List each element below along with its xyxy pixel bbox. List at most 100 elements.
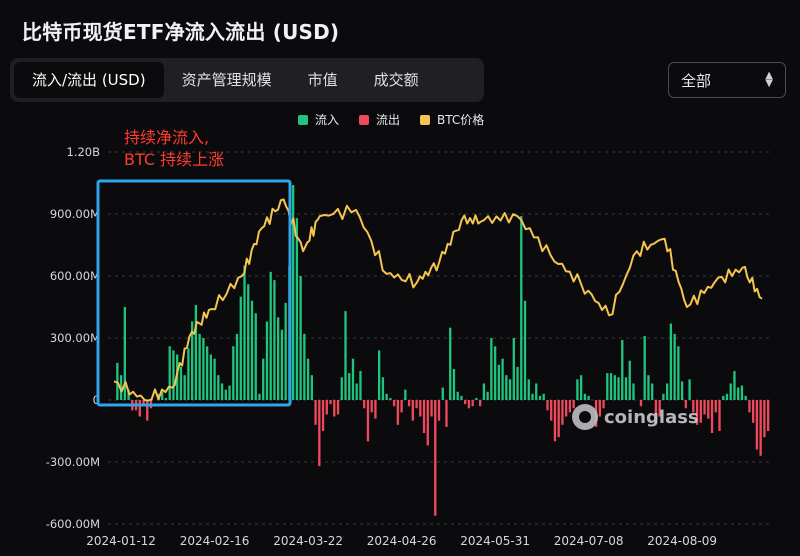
legend-inflow[interactable]: 流入 xyxy=(298,111,339,128)
inflow-bar xyxy=(205,346,209,400)
inflow-bar xyxy=(187,348,190,400)
outflow-bar xyxy=(699,400,702,423)
inflow-bar xyxy=(273,280,276,400)
inflow-bar xyxy=(306,358,310,400)
inflow-bar xyxy=(355,383,358,400)
legend-outflow[interactable]: 流出 xyxy=(359,111,400,128)
outflow-bar xyxy=(684,400,688,409)
legend-inflow-label: 流入 xyxy=(315,113,340,127)
outflow-bar xyxy=(598,400,601,417)
inflow-bar xyxy=(310,375,313,400)
inflow-swatch xyxy=(298,114,308,125)
outflow-swatch xyxy=(359,114,370,125)
x-tick-label: 2024-07-08 xyxy=(554,534,624,548)
inflow-bar xyxy=(744,395,747,400)
metric-tab-bar: 流入/流出 (USD) 资产管理规模 市值 成交额 xyxy=(10,58,484,102)
inflow-bar xyxy=(501,358,504,400)
inflow-bar xyxy=(677,346,680,400)
inflow-bar xyxy=(460,395,463,400)
inflow-bar xyxy=(493,346,497,400)
inflow-bar xyxy=(116,362,119,400)
y-tick-label: 1.20B xyxy=(67,145,101,159)
outflow-bar xyxy=(445,400,448,427)
annotation-line-1: 持续净流入, xyxy=(124,128,210,147)
outflow-bar xyxy=(692,400,695,413)
fund-filter-select[interactable]: 全部 ▲ ▼ xyxy=(668,62,786,98)
inflow-bar xyxy=(587,395,590,400)
inflow-bar xyxy=(217,375,220,400)
tab-inflow-outflow[interactable]: 流入/流出 (USD) xyxy=(14,62,164,98)
x-tick-label: 2024-01-12 xyxy=(86,534,156,548)
inflow-bar xyxy=(441,387,444,400)
outflow-bar xyxy=(707,400,710,419)
outflow-bar xyxy=(471,400,474,407)
inflow-bar xyxy=(299,276,302,400)
outflow-bar xyxy=(392,400,396,407)
inflow-bar xyxy=(665,383,669,400)
inflow-bar xyxy=(284,302,287,400)
inflow-bar xyxy=(621,340,624,400)
x-tick-label: 2024-02-16 xyxy=(180,534,250,548)
outflow-bar xyxy=(553,400,557,442)
inflow-bar xyxy=(527,379,530,400)
tab-aum[interactable]: 资产管理规模 xyxy=(181,71,272,89)
inflow-bar xyxy=(606,373,609,400)
inflow-bar xyxy=(254,313,257,400)
inflow-bar xyxy=(194,304,198,400)
inflow-bar xyxy=(740,385,744,400)
inflow-bar xyxy=(247,284,250,400)
x-tick-label: 2024-05-31 xyxy=(460,534,530,548)
inflow-bar xyxy=(291,185,295,400)
chart-legend: 流入 流出 BTC价格 xyxy=(298,111,484,128)
outflow-bar xyxy=(374,400,377,419)
inflow-bar xyxy=(190,321,194,400)
inflow-bar xyxy=(486,391,489,400)
outflow-bar xyxy=(329,400,332,405)
inflow-bar xyxy=(729,383,732,400)
fund-filter-value: 全部 xyxy=(681,71,712,90)
inflow-bar xyxy=(576,379,579,400)
outflow-bar xyxy=(407,400,411,407)
outflow-bar xyxy=(695,400,699,425)
inflow-bar xyxy=(632,383,635,400)
y-tick-label: -300.00M xyxy=(46,455,100,469)
inflow-bar xyxy=(168,346,171,400)
outflow-bar xyxy=(336,400,340,415)
outflow-bar xyxy=(415,400,418,409)
inflow-bar xyxy=(508,379,512,400)
inflow-bar xyxy=(538,395,542,400)
outflow-bar xyxy=(752,400,755,423)
outflow-bar xyxy=(426,400,429,446)
inflow-bar xyxy=(449,327,452,400)
legend-btc-price[interactable]: BTC价格 xyxy=(420,111,484,128)
tab-market-cap[interactable]: 市值 xyxy=(307,71,338,89)
inflow-bar xyxy=(617,377,620,400)
outflow-bar xyxy=(710,400,714,434)
inflow-bar xyxy=(385,393,388,400)
inflow-bar xyxy=(628,360,631,400)
outflow-bar xyxy=(561,400,564,425)
inflow-bar xyxy=(520,216,523,400)
outflow-bar xyxy=(546,400,549,411)
inflow-bar xyxy=(516,366,519,400)
outflow-bar xyxy=(759,400,762,456)
outflow-bar xyxy=(422,400,426,434)
inflow-bar xyxy=(583,393,587,400)
watermark-text: coinglass xyxy=(604,406,699,428)
inflow-bar xyxy=(542,393,545,400)
outflow-bar xyxy=(363,400,366,409)
btc-price-line xyxy=(113,198,763,402)
tab-volume[interactable]: 成交额 xyxy=(373,71,419,89)
inflow-bar xyxy=(179,366,183,400)
chevron-up-down-icon: ▲ ▼ xyxy=(765,70,773,89)
inflow-bar xyxy=(202,338,205,400)
highlight-box xyxy=(96,179,292,407)
chart-annotation: 持续净流入, BTC 持续上涨 xyxy=(124,127,224,171)
outflow-bar xyxy=(400,400,403,413)
outflow-bar xyxy=(333,400,336,417)
outflow-bar xyxy=(396,400,400,425)
inflow-bar xyxy=(295,218,299,400)
outflow-bar xyxy=(321,400,325,431)
y-tick-label: -600.00M xyxy=(46,517,100,531)
inflow-bar xyxy=(725,393,729,400)
